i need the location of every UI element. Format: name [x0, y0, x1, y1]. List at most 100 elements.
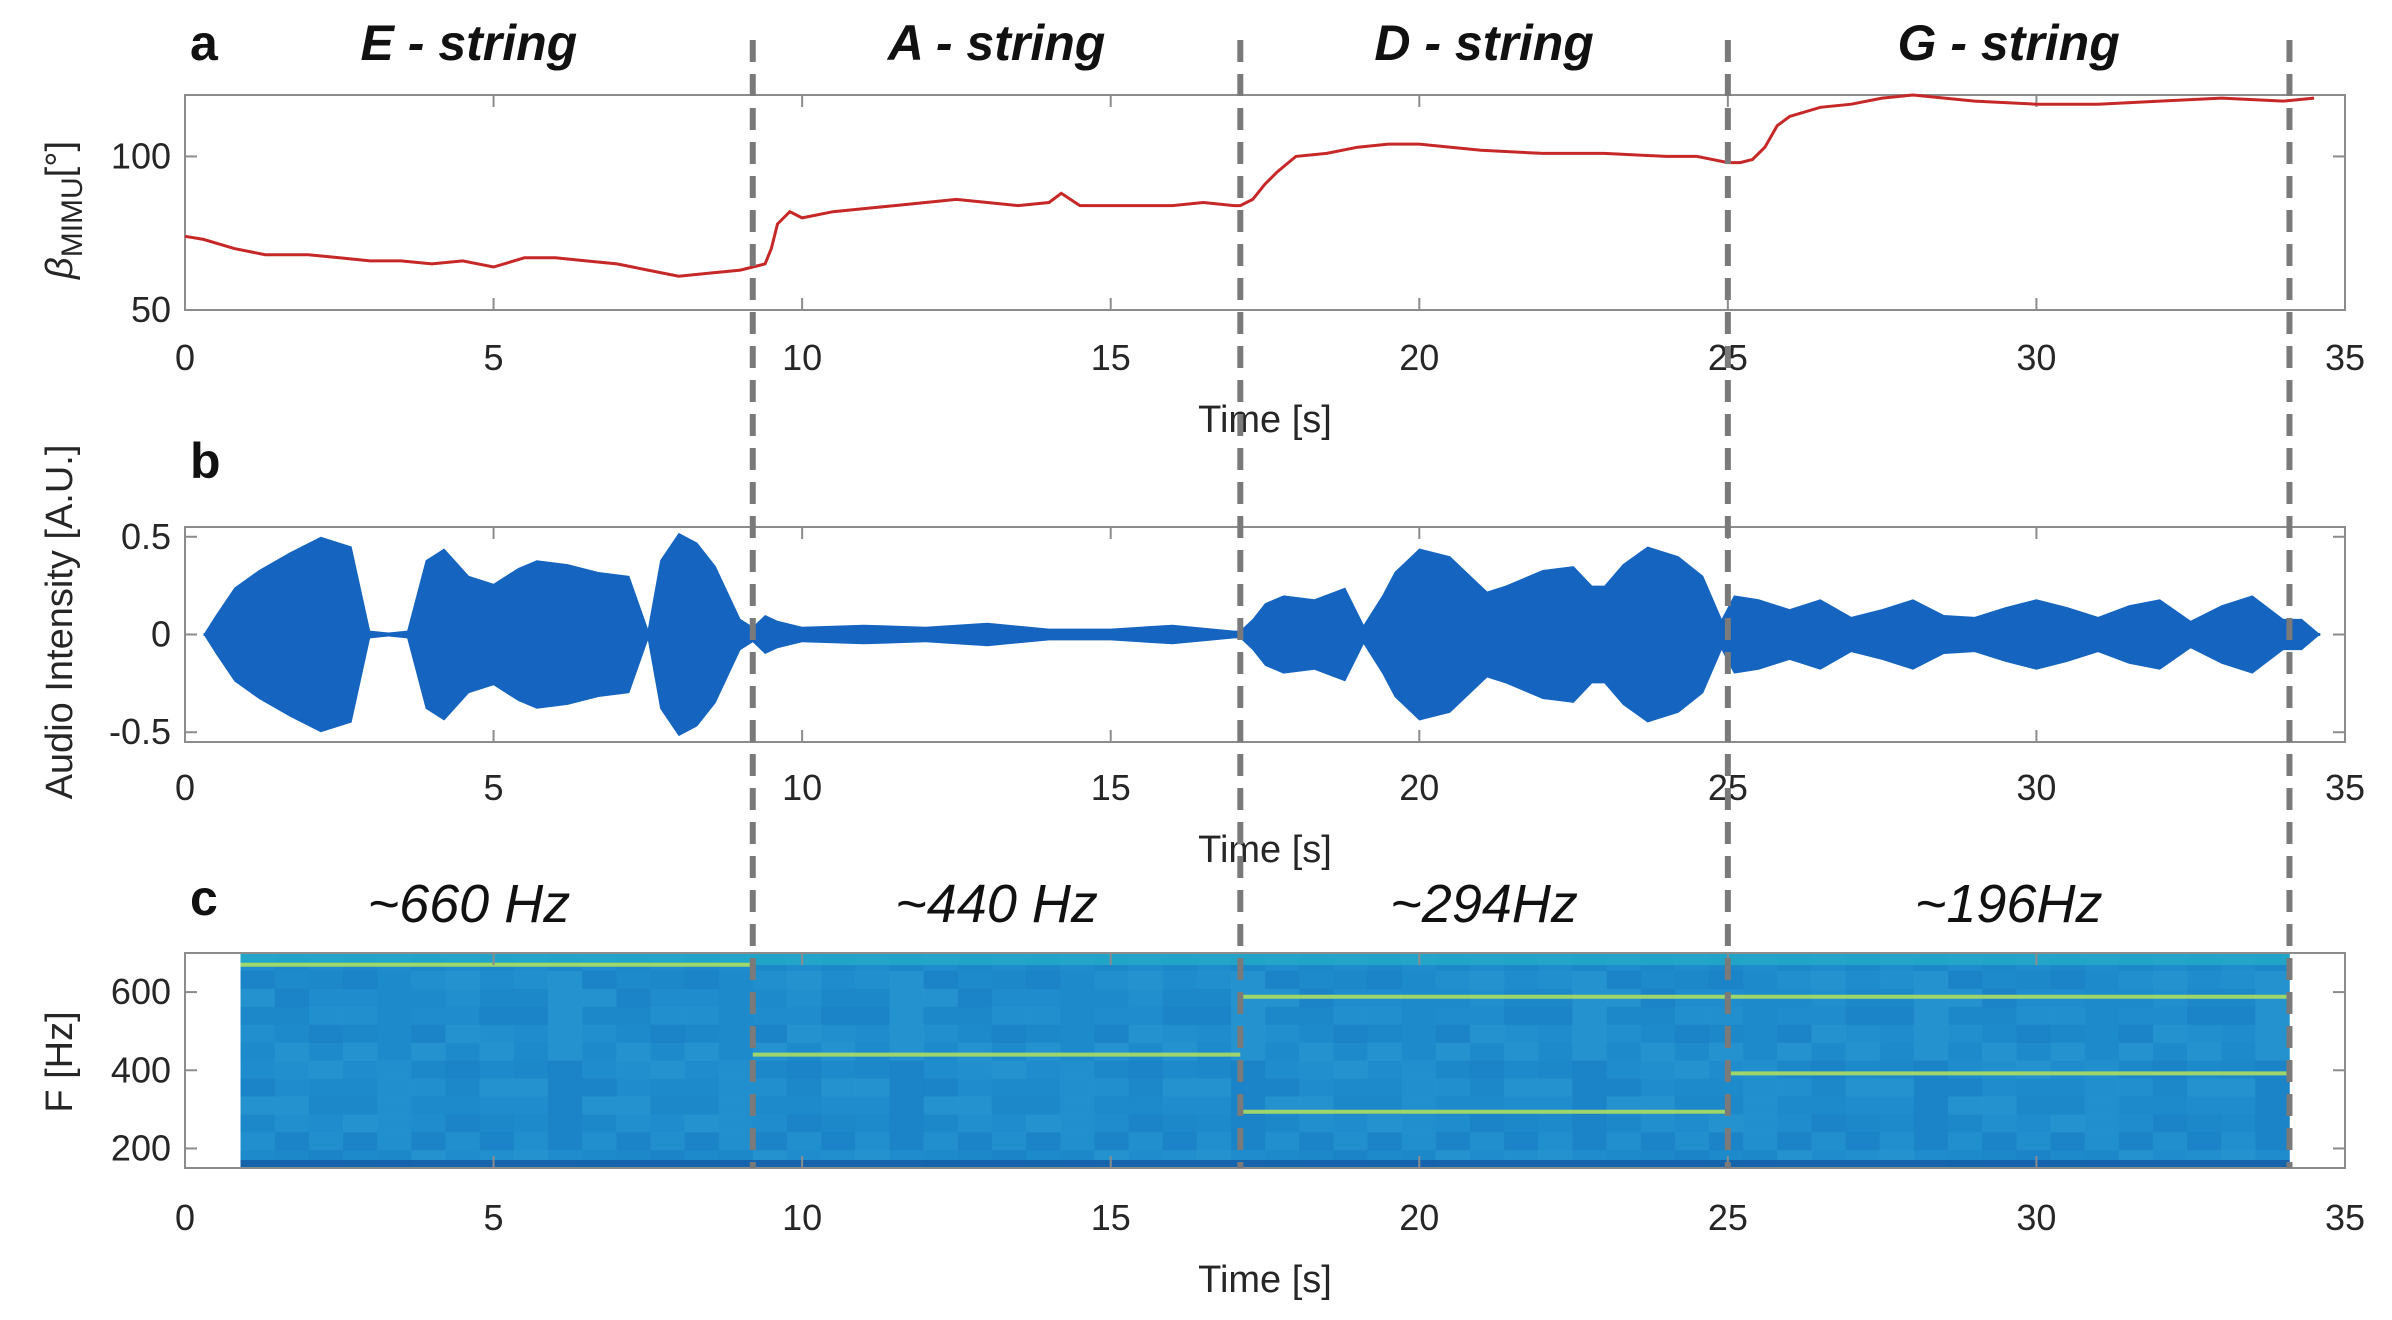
- spectrogram-cell: [274, 1114, 310, 1133]
- spectrogram-cell: [650, 970, 685, 990]
- spectrogram-cell: [2221, 1078, 2256, 1097]
- spectrogram-cell: [2050, 1132, 2086, 1151]
- spectrogram-cell: [1708, 1042, 1744, 1062]
- spectrogram-cell: [2016, 1060, 2051, 1079]
- spectrogram-cell: [1777, 1078, 1812, 1097]
- spectrogram-cell: [1982, 1042, 2017, 1062]
- spectrogram-cell: [513, 1078, 549, 1097]
- spectrogram-cell: [343, 1060, 378, 1079]
- spectrogram-cell: [1401, 1024, 1437, 1044]
- spectrogram-cell: [1674, 1078, 1710, 1097]
- spectrogram-cell: [1743, 1024, 1778, 1044]
- spectrogram-cell: [240, 1132, 276, 1151]
- spectrogram-cell: [616, 1078, 651, 1097]
- spectrogram-cell: [1948, 1060, 1983, 1079]
- spectrogram-cell: [308, 1042, 344, 1062]
- spectrogram-cell: [1538, 1042, 1573, 1062]
- x-tick-label: 5: [484, 337, 504, 378]
- spectrogram-cell: [1879, 1096, 1915, 1115]
- spectrogram-cell: [1230, 970, 1266, 990]
- spectrogram-cell: [1879, 1060, 1915, 1079]
- spectrogram-cell: [923, 1114, 959, 1133]
- spectrogram-cell: [1606, 1006, 1642, 1026]
- spectrogram-cell: [547, 1060, 583, 1079]
- spectrogram-cell: [1230, 1060, 1266, 1079]
- axes-c-frame: [184, 952, 2346, 1169]
- x-tick-label: 35: [2325, 337, 2365, 378]
- spectrogram-cell: [752, 1096, 788, 1115]
- spectrogram-cell: [1640, 1006, 1676, 1026]
- spectrogram-cell: [1026, 1024, 1061, 1044]
- spectrogram-cell: [855, 1060, 890, 1079]
- spectrogram-cell: [274, 1078, 310, 1097]
- spectrogram-cell: [582, 970, 617, 990]
- spectrogram-cell: [411, 1024, 446, 1044]
- spectrogram-cell: [1060, 1078, 1095, 1097]
- spectrogram-cell: [1128, 1006, 1164, 1026]
- spectrogram-cell: [752, 1078, 788, 1097]
- spectrogram-cell: [1606, 1042, 1642, 1062]
- spectrogram-cell: [582, 988, 617, 1008]
- spectrogram-cell: [1026, 988, 1061, 1008]
- panel-c: c 0 5 10 15 20 25 30 35 200 400 600 F [Hz] Time [s…: [39, 870, 2365, 1301]
- spectrogram-cell: [2016, 1078, 2051, 1097]
- frequency-label: ~294Hz: [1390, 874, 1578, 934]
- spectrogram-cell: [616, 1060, 651, 1079]
- x-tick-label: 35: [2325, 1197, 2365, 1238]
- spectrogram-cell: [855, 1006, 890, 1026]
- spectrogram-cell: [445, 1114, 481, 1133]
- spectrogram-cell: [752, 1060, 788, 1079]
- spectrogram-cell: [616, 1114, 651, 1133]
- spectrogram-cell: [1674, 1024, 1710, 1044]
- spectrogram-cell: [1982, 1078, 2017, 1097]
- spectrogram-cell: [821, 988, 856, 1008]
- spectrogram-cell: [1743, 1042, 1778, 1062]
- spectrogram-cell: [1879, 1042, 1915, 1062]
- spectrogram-cell: [786, 1078, 822, 1097]
- spectrogram-cell: [1948, 970, 1983, 990]
- spectrogram-cell: [308, 1060, 344, 1079]
- spectrogram-cell: [752, 970, 788, 990]
- spectrogram-cell: [718, 1024, 754, 1044]
- spectrogram-cell: [445, 1024, 481, 1044]
- spectrogram-cell: [2118, 970, 2154, 990]
- spectrogram-cell: [752, 1132, 788, 1151]
- spectrogram-cell: [1572, 970, 1607, 990]
- axes-a-frame: [184, 94, 2346, 311]
- spectrogram-cell: [1060, 1060, 1095, 1079]
- spectrogram-cell: [1333, 1006, 1368, 1026]
- spectrogram-cell: [2187, 1060, 2222, 1079]
- spectrogram-cell: [1913, 970, 1949, 990]
- spectrogram-cell: [1128, 1096, 1164, 1115]
- spectrogram-cell: [240, 1096, 276, 1115]
- spectrogram-cell: [2255, 1096, 2290, 1115]
- spectrogram-cell: [2084, 1042, 2120, 1062]
- spectrogram-cell: [2255, 1024, 2290, 1044]
- spectrogram-cell: [821, 1042, 856, 1062]
- spectrogram-cell: [1094, 970, 1129, 990]
- spectrogram-cell: [821, 1024, 856, 1044]
- spectrogram-cell: [240, 970, 276, 990]
- spectrogram-cell: [2084, 1060, 2120, 1079]
- spectrogram-cell: [1162, 970, 1198, 990]
- spectrogram-cell: [479, 1078, 515, 1097]
- spectrogram-cell: [308, 1006, 344, 1026]
- section-labels: E - string A - string D - string G - string: [361, 15, 2120, 71]
- spectrogram-cell: [1811, 1024, 1847, 1044]
- spectrogram-cell: [1060, 1006, 1095, 1026]
- panel-letter-a: a: [190, 15, 219, 71]
- spectrogram-cell: [2016, 1132, 2051, 1151]
- spectrogram-cell: [2050, 1042, 2086, 1062]
- spectrogram-cell: [616, 1132, 651, 1151]
- spectrogram-cell: [1504, 1132, 1539, 1151]
- spectrogram-cell: [923, 1060, 959, 1079]
- spectrogram-cell: [1196, 970, 1232, 990]
- spectrogram-cell: [240, 1114, 276, 1133]
- spectrogram-cell: [957, 1006, 993, 1026]
- spectrogram-cell: [1230, 1114, 1266, 1133]
- spectrogram-cell: [1026, 1042, 1061, 1062]
- spectrogram-cell: [821, 1060, 856, 1079]
- spectrogram-cell: [1811, 1078, 1847, 1097]
- spectrogram-cell: [718, 1096, 754, 1115]
